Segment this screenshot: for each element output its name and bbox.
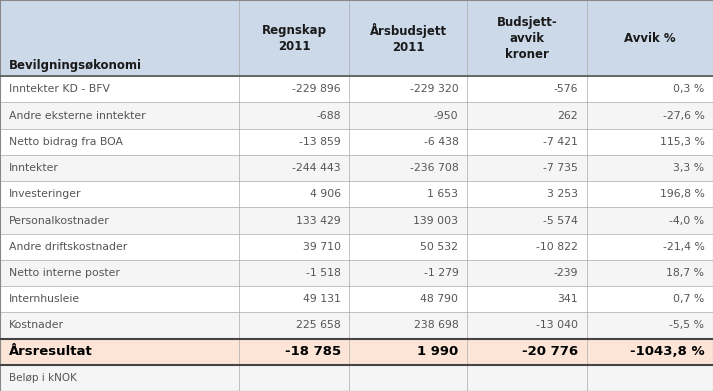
Text: Andre eksterne inntekter: Andre eksterne inntekter bbox=[9, 111, 145, 120]
Text: Personalkostnader: Personalkostnader bbox=[9, 215, 109, 226]
Text: -229 320: -229 320 bbox=[410, 84, 458, 94]
Text: 133 429: 133 429 bbox=[296, 215, 341, 226]
Text: Inntekter KD - BFV: Inntekter KD - BFV bbox=[9, 84, 110, 94]
Text: 4 906: 4 906 bbox=[309, 189, 341, 199]
Text: -1 518: -1 518 bbox=[306, 268, 341, 278]
Text: -5 574: -5 574 bbox=[543, 215, 578, 226]
Text: -239: -239 bbox=[554, 268, 578, 278]
Text: 341: 341 bbox=[558, 294, 578, 304]
Text: -950: -950 bbox=[434, 111, 458, 120]
Bar bbox=[0, 312, 713, 339]
Text: 238 698: 238 698 bbox=[414, 321, 458, 330]
Text: 18,7 %: 18,7 % bbox=[667, 268, 704, 278]
Text: 139 003: 139 003 bbox=[414, 215, 458, 226]
Text: 50 532: 50 532 bbox=[421, 242, 458, 252]
Text: Årsbudsjett
2011: Årsbudsjett 2011 bbox=[369, 23, 447, 54]
Text: -21,4 %: -21,4 % bbox=[662, 242, 704, 252]
Text: -688: -688 bbox=[317, 111, 341, 120]
Bar bbox=[0, 129, 713, 155]
Text: 0,3 %: 0,3 % bbox=[673, 84, 704, 94]
Text: Netto bidrag fra BOA: Netto bidrag fra BOA bbox=[9, 137, 123, 147]
Text: Årsresultat: Årsresultat bbox=[9, 345, 92, 358]
Text: 262: 262 bbox=[558, 111, 578, 120]
Text: -229 896: -229 896 bbox=[292, 84, 341, 94]
Text: -576: -576 bbox=[554, 84, 578, 94]
Bar bbox=[0, 339, 713, 365]
Text: -1043,8 %: -1043,8 % bbox=[630, 345, 704, 358]
Bar bbox=[0, 102, 713, 129]
Text: 48 790: 48 790 bbox=[421, 294, 458, 304]
Text: Andre driftskostnader: Andre driftskostnader bbox=[9, 242, 127, 252]
Bar bbox=[0, 207, 713, 233]
Text: -5,5 %: -5,5 % bbox=[670, 321, 704, 330]
Text: -1 279: -1 279 bbox=[424, 268, 458, 278]
Text: Investeringer: Investeringer bbox=[9, 189, 81, 199]
Text: 0,7 %: 0,7 % bbox=[673, 294, 704, 304]
Bar bbox=[0, 181, 713, 207]
Text: Netto interne poster: Netto interne poster bbox=[9, 268, 120, 278]
Text: -13 859: -13 859 bbox=[299, 137, 341, 147]
Text: -7 421: -7 421 bbox=[543, 137, 578, 147]
Text: 3 253: 3 253 bbox=[548, 189, 578, 199]
Text: Kostnader: Kostnader bbox=[9, 321, 63, 330]
Text: 1 653: 1 653 bbox=[428, 189, 458, 199]
Bar bbox=[0, 365, 713, 391]
Bar bbox=[0, 0, 713, 76]
Text: Avvik %: Avvik % bbox=[624, 32, 676, 45]
Text: -13 040: -13 040 bbox=[536, 321, 578, 330]
Text: Regnskap
2011: Regnskap 2011 bbox=[262, 23, 327, 53]
Text: 225 658: 225 658 bbox=[296, 321, 341, 330]
Text: Internhusleie: Internhusleie bbox=[9, 294, 80, 304]
Bar bbox=[0, 260, 713, 286]
Text: -4,0 %: -4,0 % bbox=[670, 215, 704, 226]
Text: -20 776: -20 776 bbox=[522, 345, 578, 358]
Text: -6 438: -6 438 bbox=[424, 137, 458, 147]
Text: Budsjett-
avvik
kroner: Budsjett- avvik kroner bbox=[496, 16, 558, 61]
Bar bbox=[0, 286, 713, 312]
Text: -244 443: -244 443 bbox=[292, 163, 341, 173]
Text: 115,3 %: 115,3 % bbox=[660, 137, 704, 147]
Text: -7 735: -7 735 bbox=[543, 163, 578, 173]
Text: Beløp i kNOK: Beløp i kNOK bbox=[9, 373, 76, 383]
Text: -18 785: -18 785 bbox=[284, 345, 341, 358]
Text: Bevilgningsøkonomi: Bevilgningsøkonomi bbox=[9, 59, 142, 72]
Text: -236 708: -236 708 bbox=[410, 163, 458, 173]
Bar bbox=[0, 155, 713, 181]
Text: 3,3 %: 3,3 % bbox=[673, 163, 704, 173]
Bar bbox=[0, 234, 713, 260]
Text: -27,6 %: -27,6 % bbox=[662, 111, 704, 120]
Text: Inntekter: Inntekter bbox=[9, 163, 58, 173]
Text: 196,8 %: 196,8 % bbox=[660, 189, 704, 199]
Text: 49 131: 49 131 bbox=[303, 294, 341, 304]
Text: 1 990: 1 990 bbox=[417, 345, 458, 358]
Text: -10 822: -10 822 bbox=[536, 242, 578, 252]
Bar bbox=[0, 76, 713, 102]
Text: 39 710: 39 710 bbox=[303, 242, 341, 252]
